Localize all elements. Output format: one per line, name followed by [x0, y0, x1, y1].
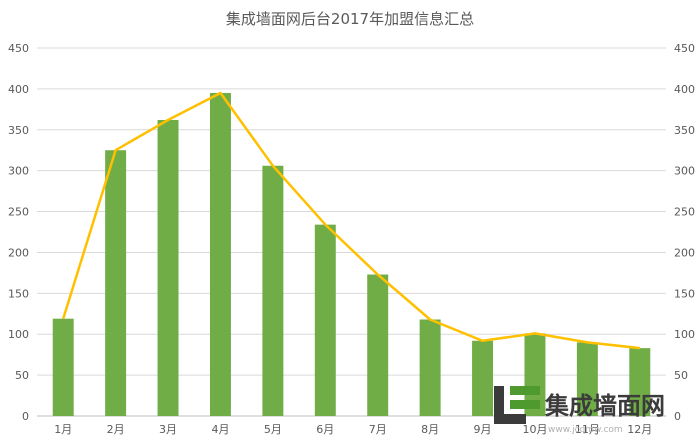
y-tick-label-left: 100	[8, 328, 29, 341]
y-tick-label-right: 250	[674, 206, 695, 219]
bar	[629, 348, 651, 416]
y-tick-label-right: 0	[674, 410, 681, 423]
y-tick-label-left: 0	[22, 410, 29, 423]
y-tick-label-right: 200	[674, 246, 695, 259]
bar	[419, 319, 441, 416]
x-tick-label: 1月	[54, 423, 72, 436]
bar	[576, 342, 598, 416]
bar	[105, 150, 127, 416]
y-tick-label-right: 450	[674, 42, 695, 55]
bar	[52, 318, 74, 416]
y-tick-label-right: 400	[674, 83, 695, 96]
x-tick-label: 6月	[316, 423, 334, 436]
y-axis-left: 0 50 100 150 200 250 300 350 400 450	[8, 42, 29, 423]
y-tick-label-left: 50	[15, 369, 29, 382]
bar	[524, 333, 546, 416]
y-tick-label-right: 100	[674, 328, 695, 341]
x-tick-label: 2月	[107, 423, 125, 436]
x-tick-label: 10月	[522, 423, 547, 436]
bar	[472, 340, 494, 416]
y-axis-right: 0 50 100 150 200 250 300 350 400 450	[674, 42, 695, 423]
y-tick-label-left: 400	[8, 83, 29, 96]
x-axis: 1月 2月 3月 4月 5月 6月 7月 8月 9月 10月 11月 12月	[54, 423, 652, 436]
x-tick-label: 11月	[575, 423, 600, 436]
watermark-url: www.jcqmw.com	[548, 425, 623, 435]
y-tick-label-left: 150	[8, 287, 29, 300]
x-tick-label: 4月	[211, 423, 229, 436]
bar	[262, 165, 284, 416]
chart-title: 集成墙面网后台2017年加盟信息汇总	[226, 10, 474, 28]
y-tick-label-right: 50	[674, 369, 688, 382]
watermark-text: 集成墙面网	[544, 392, 665, 420]
y-tick-label-left: 450	[8, 42, 29, 55]
x-tick-label: 9月	[474, 423, 492, 436]
bar-series	[52, 92, 651, 416]
y-tick-label-left: 250	[8, 206, 29, 219]
x-tick-label: 12月	[627, 423, 652, 436]
x-tick-label: 7月	[369, 423, 387, 436]
y-tick-label-left: 300	[8, 165, 29, 178]
x-tick-label: 3月	[159, 423, 177, 436]
y-tick-label-right: 150	[674, 287, 695, 300]
bar	[157, 119, 179, 416]
bar	[367, 274, 389, 416]
y-tick-label-right: 350	[674, 124, 695, 137]
bar	[314, 224, 336, 416]
y-tick-label-right: 300	[674, 165, 695, 178]
gridlines	[37, 47, 666, 417]
line-series	[62, 91, 640, 350]
y-tick-label-left: 350	[8, 124, 29, 137]
y-tick-label-left: 200	[8, 246, 29, 259]
watermark: 集成墙面网 www.jcqmw.com	[494, 386, 665, 435]
watermark-logo-icon	[494, 386, 540, 424]
x-tick-label: 5月	[264, 423, 282, 436]
series-line	[62, 91, 640, 350]
bar	[209, 92, 231, 416]
x-tick-label: 8月	[421, 423, 439, 436]
